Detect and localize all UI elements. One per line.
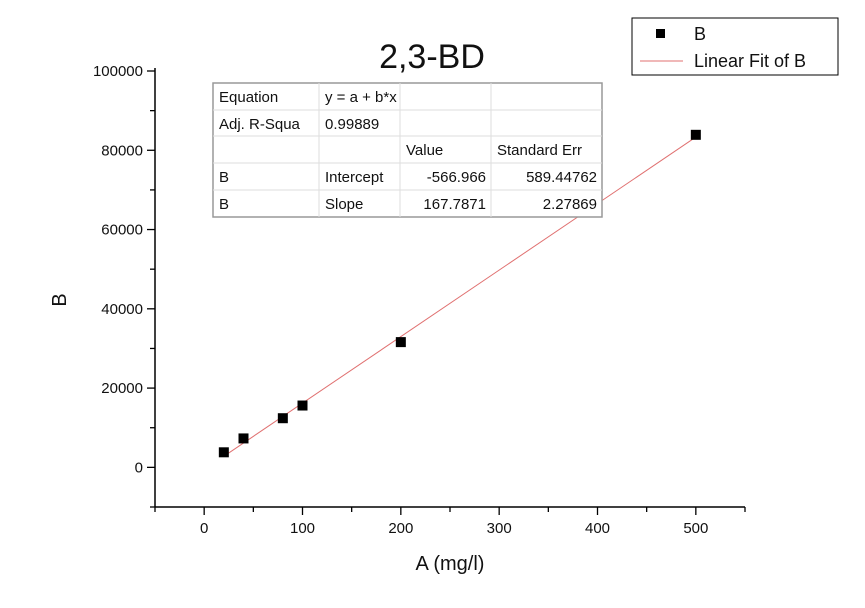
x-tick-label: 0 xyxy=(200,520,208,537)
y-tick-label: 40000 xyxy=(101,301,143,318)
x-tick-label: 200 xyxy=(388,520,413,537)
y-tick-label: 20000 xyxy=(101,380,143,397)
table-cell: 167.7871 xyxy=(423,196,486,213)
table-cell: Adj. R-Squa xyxy=(219,116,301,133)
table-cell: -566.966 xyxy=(427,169,486,186)
table-cell: 589.44762 xyxy=(526,169,597,186)
data-point xyxy=(218,447,229,458)
y-axis-label: B xyxy=(49,293,71,306)
table-cell: Equation xyxy=(219,89,278,106)
y-tick-label: 100000 xyxy=(93,63,143,80)
table-border xyxy=(212,82,603,218)
data-point xyxy=(690,129,701,140)
x-axis-label: A (mg/l) xyxy=(416,553,485,575)
fit-results-table: Equation y = a + b*x Adj. R-Squa 0.99889 Val… xyxy=(212,82,603,218)
legend-marker-b xyxy=(656,29,665,38)
table-cell: y = a + b*x xyxy=(325,89,397,106)
chart-title: 2,3-BD xyxy=(379,38,485,76)
table-cell: Slope xyxy=(325,196,363,213)
data-point xyxy=(277,413,288,424)
table-cell: 0.99889 xyxy=(325,116,379,133)
data-point xyxy=(297,400,308,411)
data-point xyxy=(238,433,249,444)
axes: 0 100 200 300 400 500 0 20000 40000 60000 80000 100… xyxy=(93,63,746,537)
table-cell: B xyxy=(219,169,229,186)
y-tick-label: 0 xyxy=(135,459,143,476)
table-cell: Value xyxy=(406,142,443,159)
data-point xyxy=(395,337,406,348)
table-cell: Standard Err xyxy=(497,142,582,159)
x-tick-label: 500 xyxy=(683,520,708,537)
table-cell: 2.27869 xyxy=(543,196,597,213)
x-tick-label: 300 xyxy=(487,520,512,537)
y-tick-label: 80000 xyxy=(101,142,143,159)
x-tick-label: 400 xyxy=(585,520,610,537)
y-tick-label: 60000 xyxy=(101,222,143,239)
legend-box xyxy=(631,17,839,76)
table-cell: B xyxy=(219,196,229,213)
table-cell: Intercept xyxy=(325,169,384,186)
legend: B Linear Fit of B xyxy=(631,17,839,76)
plot-marks xyxy=(218,129,701,458)
legend-label-b: B xyxy=(694,24,706,44)
legend-label-fit: Linear Fit of B xyxy=(694,51,806,71)
x-tick-label: 100 xyxy=(290,520,315,537)
